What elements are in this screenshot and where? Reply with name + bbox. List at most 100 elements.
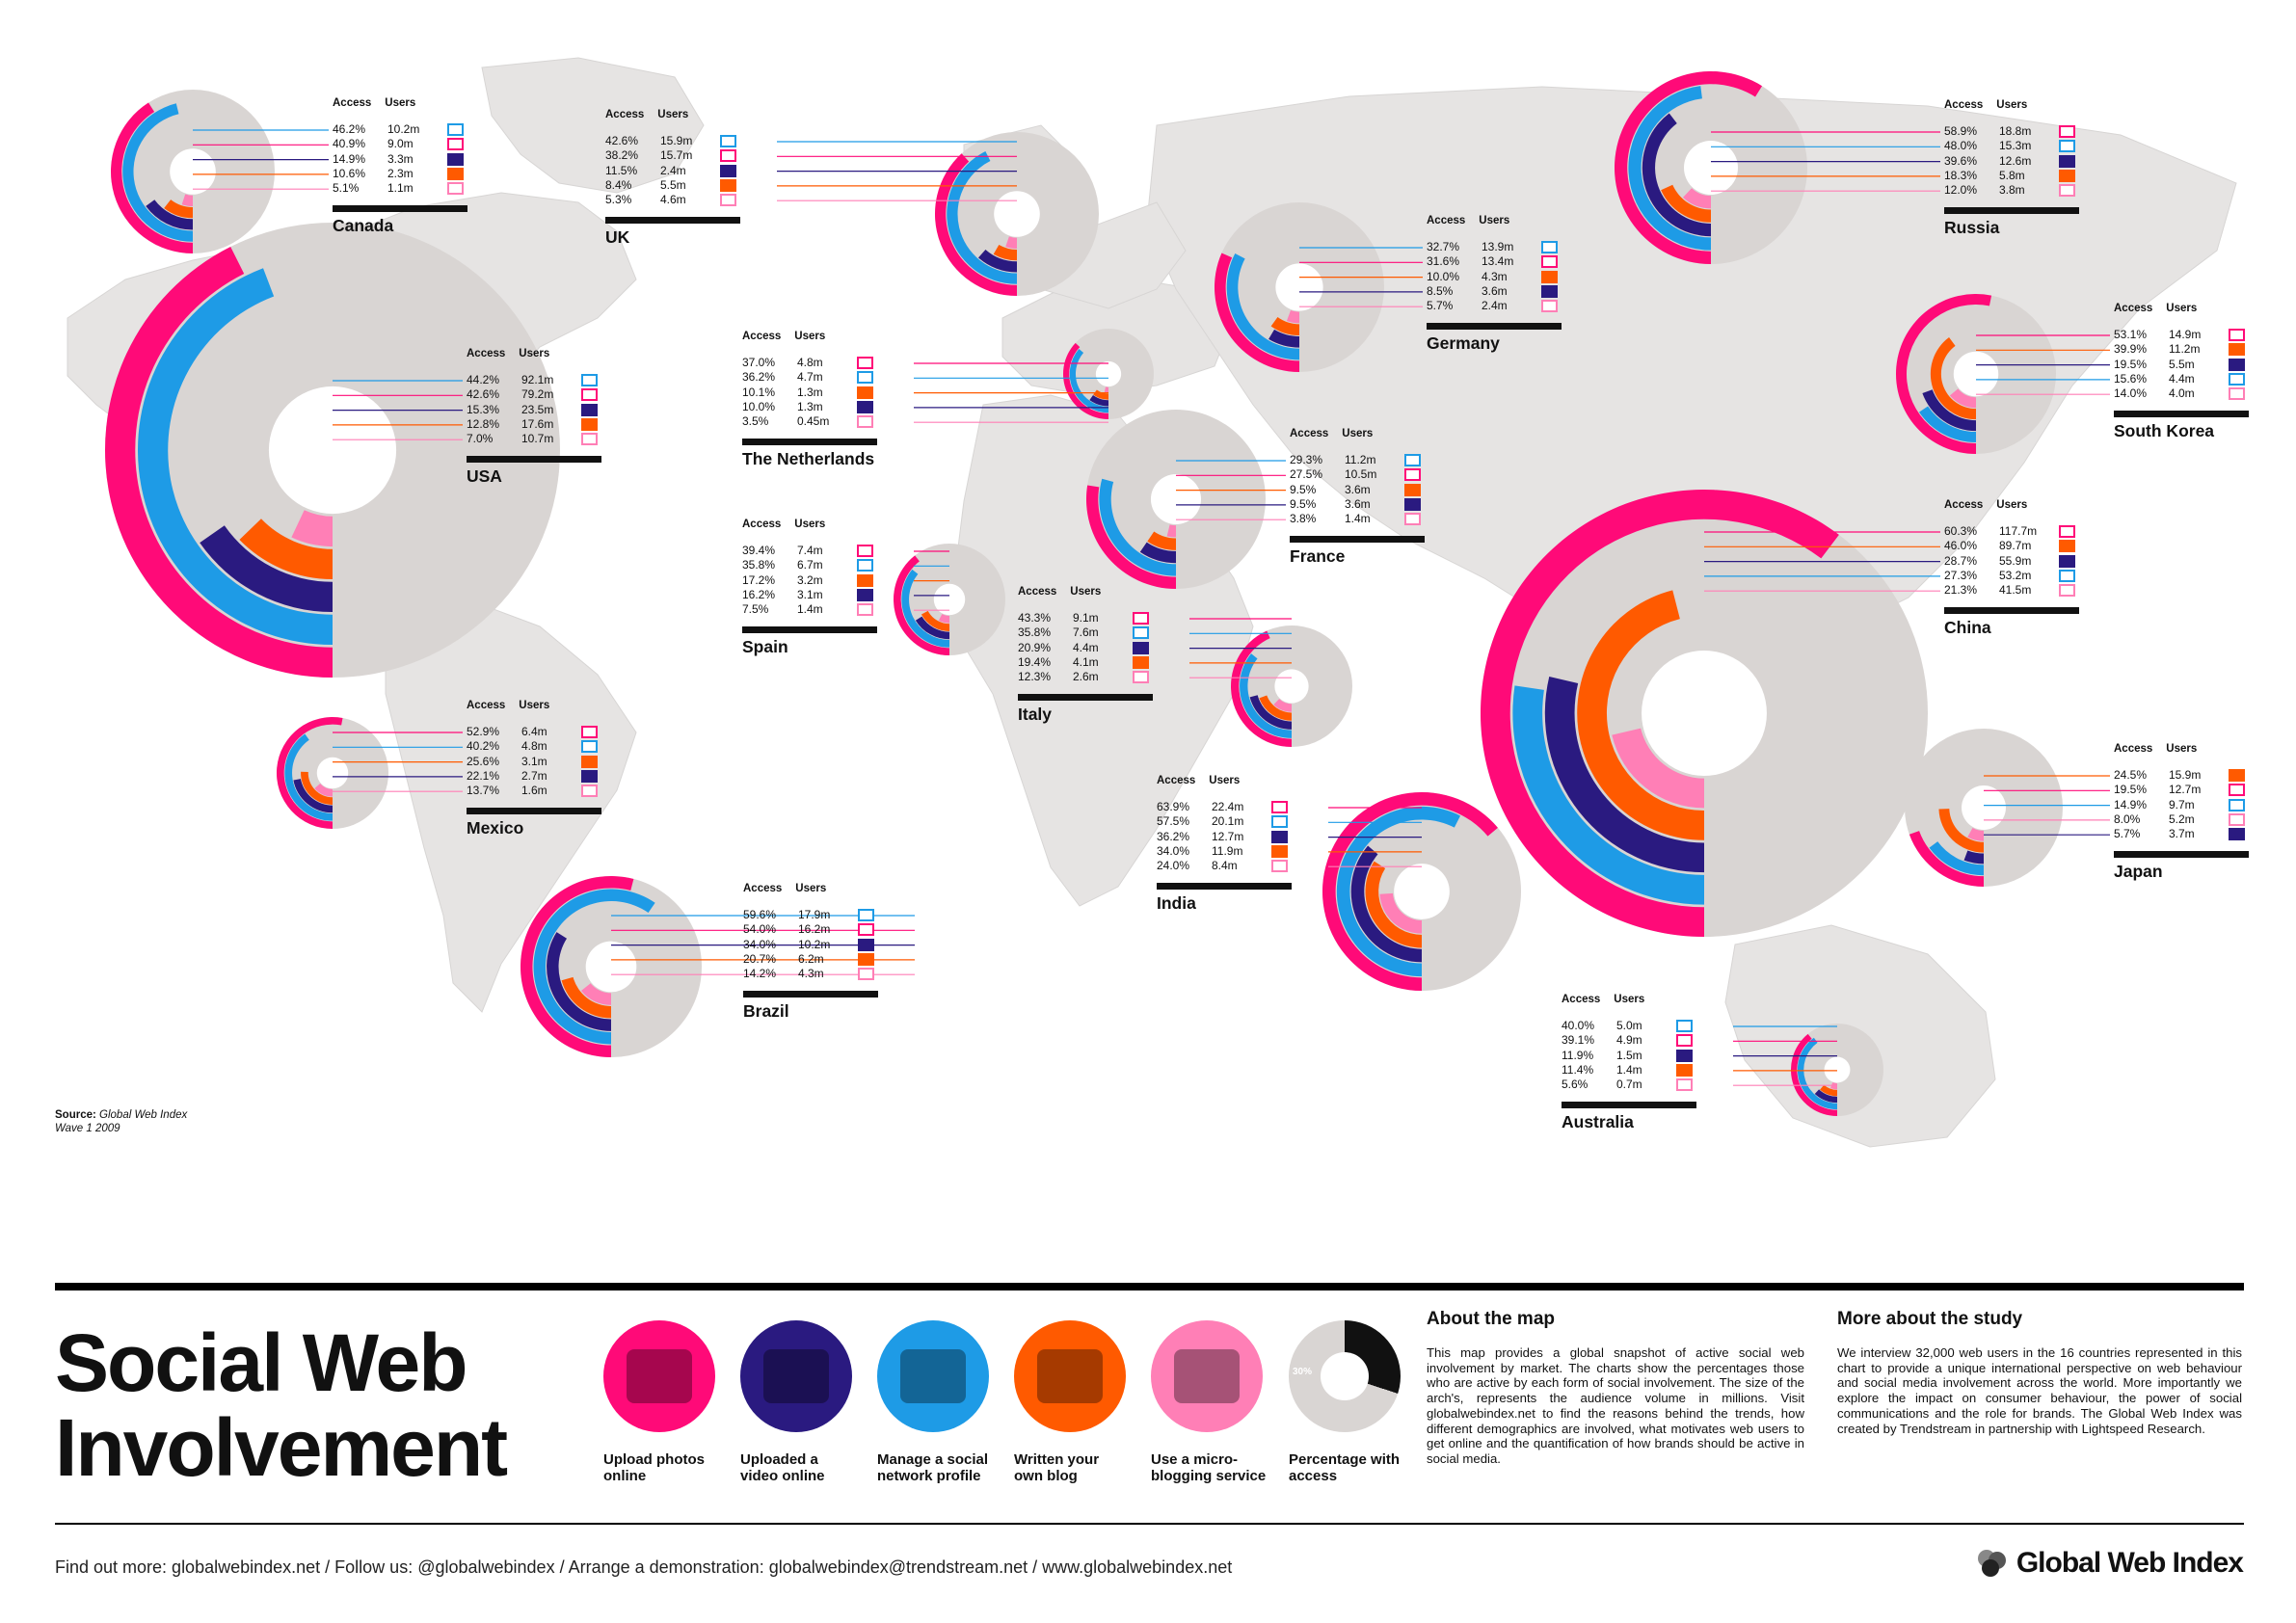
micro-icon <box>2059 184 2075 198</box>
users-value: 2.3m <box>387 167 414 181</box>
legend-header: Access Users <box>333 96 506 111</box>
header-users: Users <box>2166 303 2198 314</box>
users-value: 89.7m <box>1999 539 2032 553</box>
users-value: 1.1m <box>387 181 414 196</box>
ring-video <box>915 616 949 640</box>
social-icon <box>2229 373 2245 386</box>
users-value: 15.3m <box>1999 139 2032 153</box>
keyboard-icon <box>1014 1320 1126 1432</box>
blog-icon <box>2229 769 2245 783</box>
blog-icon <box>720 179 736 193</box>
ring-video <box>1642 113 1711 237</box>
users-value: 4.4m <box>1073 640 1099 654</box>
legend-row: 36.2% 4.7m <box>742 370 916 385</box>
country-name: The Netherlands <box>742 449 875 469</box>
category-label: Uploaded a video online <box>740 1451 825 1484</box>
legend-row: 40.2% 4.8m <box>467 739 640 754</box>
legend-row: 32.7% 13.9m <box>1427 240 1600 254</box>
social-icon <box>857 371 873 385</box>
ring-video <box>1139 542 1176 564</box>
chart-india <box>1322 792 1521 991</box>
footer-links[interactable]: Find out more: globalwebindex.net / Foll… <box>55 1557 1233 1577</box>
legend-header: Access Users <box>743 882 917 896</box>
social-icon <box>581 740 598 754</box>
access-value: 5.7% <box>2114 827 2141 841</box>
users-value: 92.1m <box>521 373 554 387</box>
micro-icon <box>857 415 873 429</box>
users-value: 11.9m <box>1212 844 1243 859</box>
legend-row: 12.8% 17.6m <box>467 417 640 432</box>
legend-row: 14.2% 4.3m <box>743 967 917 981</box>
phone-icon <box>1151 1320 1263 1432</box>
ring-micro <box>1286 310 1299 324</box>
access-value: 18.3% <box>1944 169 1978 183</box>
category-label: Manage a social network profile <box>877 1451 989 1484</box>
access-value: 15.6% <box>2114 372 2148 386</box>
access-value: 27.3% <box>1944 569 1978 583</box>
users-value: 2.7m <box>521 769 547 784</box>
ring-photo <box>1909 831 1984 887</box>
access-value: 27.5% <box>1290 467 1323 482</box>
legend-row: 14.9% 9.7m <box>2114 798 2287 812</box>
access-value: 46.0% <box>1944 539 1978 553</box>
users-value: 11.2m <box>2169 342 2201 357</box>
users-value: 13.9m <box>1482 240 1514 254</box>
access-value: 39.6% <box>1944 153 1978 168</box>
ring-video <box>200 525 333 613</box>
legend-row: 7.0% 10.7m <box>467 432 640 446</box>
legend-row: 29.3% 11.2m <box>1290 453 1463 467</box>
users-value: 4.1m <box>1073 655 1099 670</box>
access-value: 63.9% <box>1157 800 1190 814</box>
users-value: 3.7m <box>2169 827 2195 841</box>
photo-icon <box>720 149 736 163</box>
photo-icon <box>2229 784 2245 797</box>
chart-russia <box>1615 70 1940 264</box>
ring-video <box>1268 329 1299 348</box>
legend-header: Access Users <box>1290 427 1463 441</box>
ring-micro <box>1612 728 1704 809</box>
users-value: 10.5m <box>1345 467 1377 482</box>
blog-icon <box>1271 845 1288 859</box>
photo-icon <box>2059 125 2075 139</box>
legend-row: 5.7% 3.7m <box>2114 827 2287 841</box>
header-access: Access <box>743 883 783 894</box>
ring-photo <box>935 153 1017 296</box>
header-access: Access <box>1944 499 1984 511</box>
access-value: 59.6% <box>743 908 777 922</box>
video-icon <box>1271 830 1288 843</box>
legend-bar <box>467 808 601 815</box>
legend-bar <box>467 456 601 464</box>
access-value: 35.8% <box>1018 625 1052 640</box>
access-value: 10.1% <box>742 385 776 399</box>
about-map: About the map This map provides a global… <box>1427 1309 1804 1467</box>
footer-divider <box>55 1523 2244 1525</box>
legend-bar <box>2114 411 2249 418</box>
micro-icon <box>2059 584 2075 598</box>
access-value: 48.0% <box>1944 139 1978 153</box>
legend-row: 22.1% 2.7m <box>467 769 640 784</box>
access-value: 35.8% <box>742 558 776 572</box>
access-value: 9.5% <box>1290 482 1317 496</box>
legend-row: 9.5% 3.6m <box>1290 483 1463 497</box>
country-name: Japan <box>2114 862 2163 882</box>
header-access: Access <box>467 700 506 711</box>
photo-icon <box>2059 525 2075 539</box>
ring-blog <box>1577 590 1704 840</box>
ring-micro <box>291 510 333 547</box>
ring-social <box>1929 841 1984 876</box>
users-value: 4.4m <box>2169 372 2195 386</box>
chart-canada <box>111 90 329 254</box>
ring-blog <box>1820 1084 1837 1097</box>
chart-hole <box>1150 473 1202 525</box>
access-value: 36.2% <box>742 370 776 385</box>
legend-row: 12.0% 3.8m <box>1944 183 2118 198</box>
legend-row: 35.8% 6.7m <box>742 558 916 572</box>
access-value: 12.3% <box>1018 670 1052 684</box>
category-video: Uploaded a video online <box>740 1320 856 1484</box>
access-value: 10.0% <box>742 400 776 414</box>
users-value: 9.1m <box>1073 611 1099 625</box>
brand-logo[interactable]: Global Web Index <box>1976 1547 2244 1580</box>
legend-row: 24.0% 8.4m <box>1157 859 1330 873</box>
access-value: 19.5% <box>2114 783 2148 797</box>
